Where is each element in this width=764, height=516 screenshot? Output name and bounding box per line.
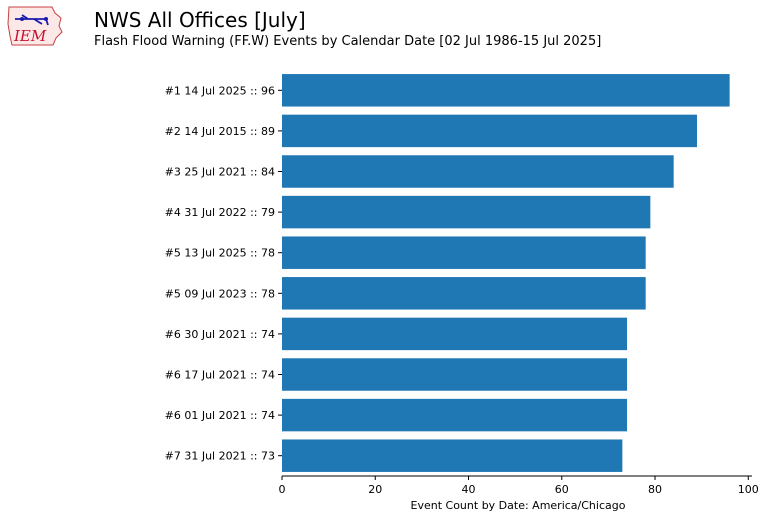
y-tick-label: #3 25 Jul 2021 :: 84 [165, 166, 275, 179]
chart-subtitle: Flash Flood Warning (FF.W) Events by Cal… [94, 34, 602, 49]
x-axis-label: Event Count by Date: America/Chicago [411, 499, 626, 512]
logo-text: IEM [13, 27, 47, 45]
bar [282, 439, 623, 472]
bar [282, 317, 628, 351]
bar [282, 236, 646, 269]
x-tick-label: 100 [738, 483, 759, 496]
bar [282, 277, 646, 310]
x-tick-label: 20 [368, 483, 382, 496]
y-tick-label: #6 01 Jul 2021 :: 74 [165, 409, 275, 422]
y-tick-label: #7 31 Jul 2021 :: 73 [165, 450, 275, 463]
y-tick-label: #5 13 Jul 2025 :: 78 [165, 247, 275, 260]
chart-title: NWS All Offices [July] [94, 8, 306, 32]
x-tick-label: 40 [462, 483, 476, 496]
y-tick-label: #4 31 Jul 2022 :: 79 [165, 206, 275, 219]
x-tick-label: 60 [555, 483, 569, 496]
x-tick-label: 80 [648, 483, 662, 496]
bar [282, 155, 674, 188]
bar [282, 398, 628, 432]
y-tick-label: #1 14 Jul 2025 :: 96 [165, 84, 275, 97]
bar [282, 74, 730, 107]
bar [282, 195, 651, 229]
y-tick-label: #2 14 Jul 2015 :: 89 [165, 125, 275, 138]
y-tick-label: #5 09 Jul 2023 :: 78 [165, 287, 275, 300]
iem-logo: IEM [7, 6, 63, 46]
x-tick-label: 0 [279, 483, 286, 496]
bar [282, 358, 628, 391]
bar [282, 114, 697, 148]
y-tick-label: #6 17 Jul 2021 :: 74 [165, 369, 275, 382]
y-tick-label: #6 30 Jul 2021 :: 74 [165, 328, 275, 341]
